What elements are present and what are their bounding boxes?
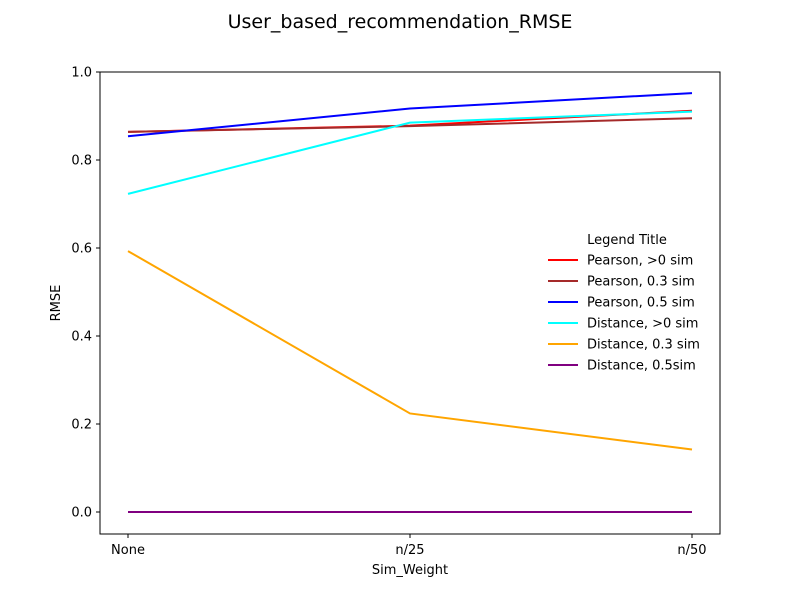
x-tick-label: None — [111, 543, 145, 558]
legend-label: Distance, 0.5sim — [587, 359, 696, 374]
x-axis: None n/25 n/50 — [111, 534, 707, 558]
series-line — [127, 110, 693, 195]
y-tick-label: 0.2 — [71, 418, 92, 433]
legend-label: Distance, >0 sim — [587, 317, 698, 332]
legend: Legend Title Pearson, >0 sim Pearson, 0.3… — [548, 233, 700, 374]
y-tick-label: 0.0 — [71, 506, 92, 521]
y-tick-label: 0.4 — [71, 330, 92, 345]
y-axis-label: RMSE — [49, 285, 64, 322]
legend-title: Legend Title — [587, 233, 667, 248]
y-tick-label: 1.0 — [71, 66, 92, 81]
y-axis: 0.0 0.2 0.4 0.6 0.8 1.0 — [71, 66, 100, 521]
legend-label: Distance, 0.3 sim — [587, 338, 700, 353]
chart-title: User_based_recommendation_RMSE — [228, 11, 573, 33]
series-layer — [127, 92, 693, 513]
series-line — [127, 92, 693, 138]
y-tick-label: 0.6 — [71, 242, 92, 257]
x-axis-label: Sim_Weight — [372, 563, 448, 578]
series-line — [127, 250, 693, 451]
y-tick-label: 0.8 — [71, 154, 92, 169]
legend-label: Pearson, >0 sim — [587, 254, 693, 269]
x-tick-label: n/25 — [395, 543, 424, 558]
legend-label: Pearson, 0.3 sim — [587, 275, 695, 290]
series-line — [127, 117, 693, 133]
legend-label: Pearson, 0.5 sim — [587, 296, 695, 311]
x-tick-label: n/50 — [677, 543, 706, 558]
